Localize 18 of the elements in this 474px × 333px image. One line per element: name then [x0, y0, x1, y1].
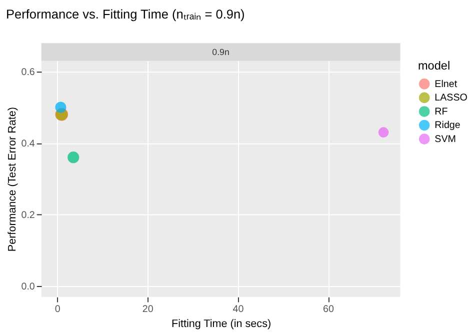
legend-label: RF — [434, 106, 448, 118]
y-tick-label: 0.6 — [21, 66, 36, 78]
x-tick-label: 40 — [232, 304, 244, 316]
y-tick-label: 0.0 — [21, 282, 36, 293]
legend-label: Ridge — [434, 120, 461, 132]
y-axis-title: Performance (Test Error Rate) — [6, 107, 18, 252]
x-tick-label: 60 — [323, 304, 334, 316]
x-tick-label: 20 — [142, 304, 154, 316]
x-tick-label: 0 — [54, 304, 61, 316]
legend-label: SVM — [434, 134, 456, 145]
text: 0.9n — [212, 46, 230, 57]
y-tick-label: 0.2 — [21, 210, 35, 222]
legend-label: Elnet — [434, 78, 458, 90]
legend-title: model — [418, 58, 450, 73]
x-axis-title: Fitting Time (in secs) — [171, 318, 272, 330]
legend-label: LASSO — [434, 92, 468, 104]
chart-title: Performance vs. Fitting Time (nₜᵣₐᵢₙ = 0.9n) — [6, 6, 245, 22]
y-tick-label: 0.4 — [21, 138, 36, 150]
